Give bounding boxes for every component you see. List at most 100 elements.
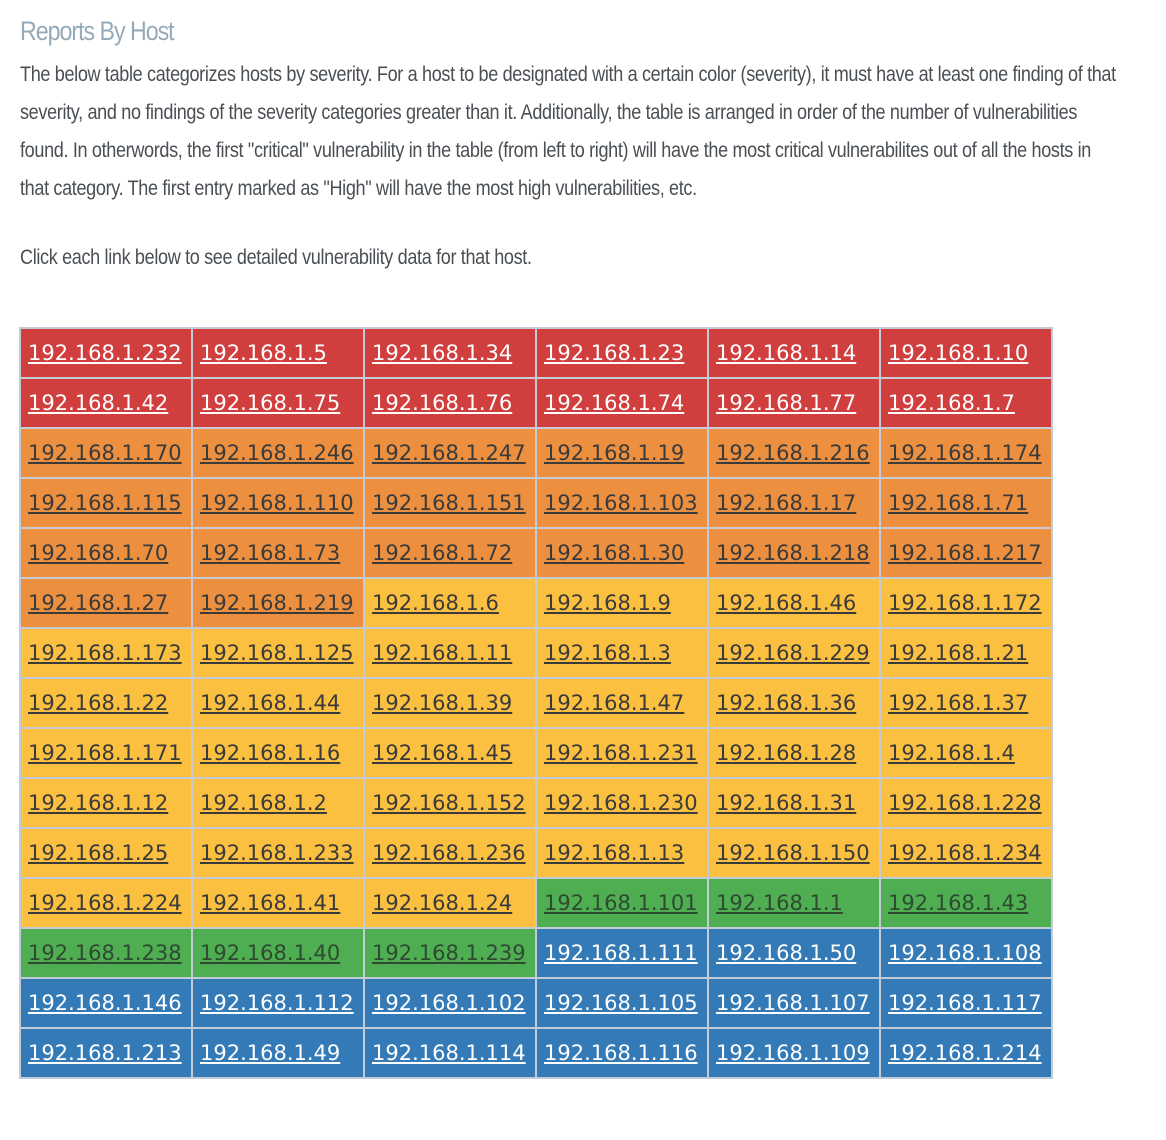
host-link[interactable]: 192.168.1.247	[372, 441, 526, 465]
host-link[interactable]: 192.168.1.105	[544, 991, 698, 1015]
host-link[interactable]: 192.168.1.115	[28, 491, 182, 515]
host-link[interactable]: 192.168.1.77	[716, 391, 857, 415]
host-link[interactable]: 192.168.1.230	[544, 791, 698, 815]
host-link[interactable]: 192.168.1.28	[716, 741, 857, 765]
host-link[interactable]: 192.168.1.39	[372, 691, 513, 715]
host-link[interactable]: 192.168.1.25	[28, 841, 169, 865]
host-link[interactable]: 192.168.1.146	[28, 991, 182, 1015]
host-link[interactable]: 192.168.1.110	[200, 491, 354, 515]
host-link[interactable]: 192.168.1.24	[372, 891, 513, 915]
host-link[interactable]: 192.168.1.239	[372, 941, 526, 965]
host-link[interactable]: 192.168.1.17	[716, 491, 857, 515]
host-link[interactable]: 192.168.1.117	[888, 991, 1042, 1015]
host-link[interactable]: 192.168.1.41	[200, 891, 341, 915]
host-link[interactable]: 192.168.1.152	[372, 791, 526, 815]
host-link[interactable]: 192.168.1.108	[888, 941, 1042, 965]
host-cell-critical: 192.168.1.34	[363, 327, 537, 379]
host-link[interactable]: 192.168.1.231	[544, 741, 698, 765]
host-link[interactable]: 192.168.1.19	[544, 441, 685, 465]
host-link[interactable]: 192.168.1.151	[372, 491, 526, 515]
host-link[interactable]: 192.168.1.45	[372, 741, 513, 765]
host-link[interactable]: 192.168.1.114	[372, 1041, 526, 1065]
host-link[interactable]: 192.168.1.16	[200, 741, 341, 765]
host-link[interactable]: 192.168.1.23	[544, 341, 685, 365]
host-link[interactable]: 192.168.1.233	[200, 841, 354, 865]
host-link[interactable]: 192.168.1.43	[888, 891, 1029, 915]
host-link[interactable]: 192.168.1.12	[28, 791, 169, 815]
host-link[interactable]: 192.168.1.42	[28, 391, 169, 415]
host-link[interactable]: 192.168.1.109	[716, 1041, 870, 1065]
host-cell-medium: 192.168.1.9	[535, 577, 709, 629]
host-link[interactable]: 192.168.1.229	[716, 641, 870, 665]
host-link[interactable]: 192.168.1.73	[200, 541, 341, 565]
host-link[interactable]: 192.168.1.72	[372, 541, 513, 565]
table-row: 192.168.1.170 192.168.1.246 192.168.1.247 1…	[19, 427, 1053, 479]
host-link[interactable]: 192.168.1.102	[372, 991, 526, 1015]
host-cell-medium: 192.168.1.2	[191, 777, 365, 829]
host-cell-info: 192.168.1.114	[363, 1027, 537, 1079]
host-link[interactable]: 192.168.1.44	[200, 691, 341, 715]
host-link[interactable]: 192.168.1.11	[372, 641, 513, 665]
host-link[interactable]: 192.168.1.47	[544, 691, 685, 715]
host-link[interactable]: 192.168.1.13	[544, 841, 685, 865]
host-link[interactable]: 192.168.1.213	[28, 1041, 182, 1065]
host-link[interactable]: 192.168.1.5	[200, 341, 327, 365]
host-cell-high: 192.168.1.174	[879, 427, 1053, 479]
host-link[interactable]: 192.168.1.4	[888, 741, 1015, 765]
host-link[interactable]: 192.168.1.9	[544, 591, 671, 615]
host-link[interactable]: 192.168.1.232	[28, 341, 182, 365]
host-link[interactable]: 192.168.1.75	[200, 391, 341, 415]
host-link[interactable]: 192.168.1.21	[888, 641, 1029, 665]
host-link[interactable]: 192.168.1.101	[544, 891, 698, 915]
host-link[interactable]: 192.168.1.172	[888, 591, 1042, 615]
host-link[interactable]: 192.168.1.216	[716, 441, 870, 465]
host-link[interactable]: 192.168.1.34	[372, 341, 513, 365]
host-link[interactable]: 192.168.1.214	[888, 1041, 1042, 1065]
host-link[interactable]: 192.168.1.234	[888, 841, 1042, 865]
host-link[interactable]: 192.168.1.171	[28, 741, 182, 765]
host-link[interactable]: 192.168.1.27	[28, 591, 169, 615]
host-link[interactable]: 192.168.1.74	[544, 391, 685, 415]
host-link[interactable]: 192.168.1.238	[28, 941, 182, 965]
host-link[interactable]: 192.168.1.150	[716, 841, 870, 865]
host-link[interactable]: 192.168.1.31	[716, 791, 857, 815]
host-link[interactable]: 192.168.1.219	[200, 591, 354, 615]
host-link[interactable]: 192.168.1.37	[888, 691, 1029, 715]
host-link[interactable]: 192.168.1.116	[544, 1041, 698, 1065]
host-link[interactable]: 192.168.1.71	[888, 491, 1029, 515]
host-link[interactable]: 192.168.1.46	[716, 591, 857, 615]
host-link[interactable]: 192.168.1.107	[716, 991, 870, 1015]
host-link[interactable]: 192.168.1.125	[200, 641, 354, 665]
host-link[interactable]: 192.168.1.70	[28, 541, 169, 565]
host-link[interactable]: 192.168.1.10	[888, 341, 1029, 365]
host-link[interactable]: 192.168.1.173	[28, 641, 182, 665]
host-link[interactable]: 192.168.1.112	[200, 991, 354, 1015]
host-link[interactable]: 192.168.1.30	[544, 541, 685, 565]
host-link[interactable]: 192.168.1.224	[28, 891, 182, 915]
host-link[interactable]: 192.168.1.111	[544, 941, 698, 965]
host-link[interactable]: 192.168.1.246	[200, 441, 354, 465]
host-link[interactable]: 192.168.1.36	[716, 691, 857, 715]
host-cell-info: 192.168.1.105	[535, 977, 709, 1029]
host-link[interactable]: 192.168.1.170	[28, 441, 182, 465]
host-link[interactable]: 192.168.1.50	[716, 941, 857, 965]
host-link[interactable]: 192.168.1.174	[888, 441, 1042, 465]
host-link[interactable]: 192.168.1.7	[888, 391, 1015, 415]
host-link[interactable]: 192.168.1.6	[372, 591, 499, 615]
host-link[interactable]: 192.168.1.236	[372, 841, 526, 865]
host-link[interactable]: 192.168.1.2	[200, 791, 327, 815]
host-link[interactable]: 192.168.1.217	[888, 541, 1042, 565]
host-link[interactable]: 192.168.1.228	[888, 791, 1042, 815]
host-link[interactable]: 192.168.1.49	[200, 1041, 341, 1065]
host-link[interactable]: 192.168.1.22	[28, 691, 169, 715]
host-link[interactable]: 192.168.1.103	[544, 491, 698, 515]
host-link[interactable]: 192.168.1.3	[544, 641, 671, 665]
host-link[interactable]: 192.168.1.40	[200, 941, 341, 965]
host-cell-medium: 192.168.1.37	[879, 677, 1053, 729]
host-link[interactable]: 192.168.1.218	[716, 541, 870, 565]
host-cell-critical: 192.168.1.74	[535, 377, 709, 429]
host-link[interactable]: 192.168.1.1	[716, 891, 843, 915]
host-link[interactable]: 192.168.1.76	[372, 391, 513, 415]
host-cell-critical: 192.168.1.232	[19, 327, 193, 379]
host-link[interactable]: 192.168.1.14	[716, 341, 857, 365]
